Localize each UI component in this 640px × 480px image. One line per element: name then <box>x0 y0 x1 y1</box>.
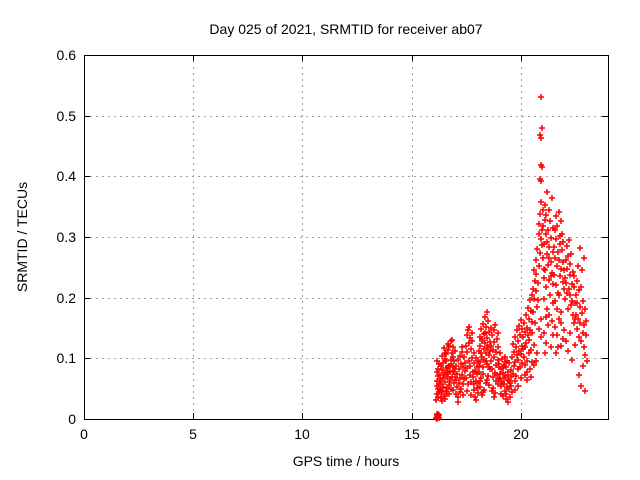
y-tick-label: 0.1 <box>56 350 76 366</box>
y-tick-label: 0.6 <box>56 47 76 63</box>
x-axis-label: GPS time / hours <box>292 453 400 469</box>
x-tick-label: 5 <box>189 426 197 442</box>
y-tick-label: 0.4 <box>56 168 76 184</box>
y-tick-label: 0.3 <box>56 229 76 245</box>
y-tick-label: 0.5 <box>56 108 76 124</box>
y-tick-label: 0.2 <box>56 290 76 306</box>
axis-ticks <box>84 55 608 420</box>
x-tick-label: 10 <box>294 426 310 442</box>
x-tick-label: 15 <box>404 426 420 442</box>
data-points <box>433 94 590 422</box>
chart-title: Day 025 of 2021, SRMTID for receiver ab0… <box>209 21 483 37</box>
x-tick-label: 0 <box>80 426 88 442</box>
x-tick-label: 20 <box>513 426 529 442</box>
y-tick-label: 0 <box>68 411 76 427</box>
gridlines <box>84 55 608 419</box>
